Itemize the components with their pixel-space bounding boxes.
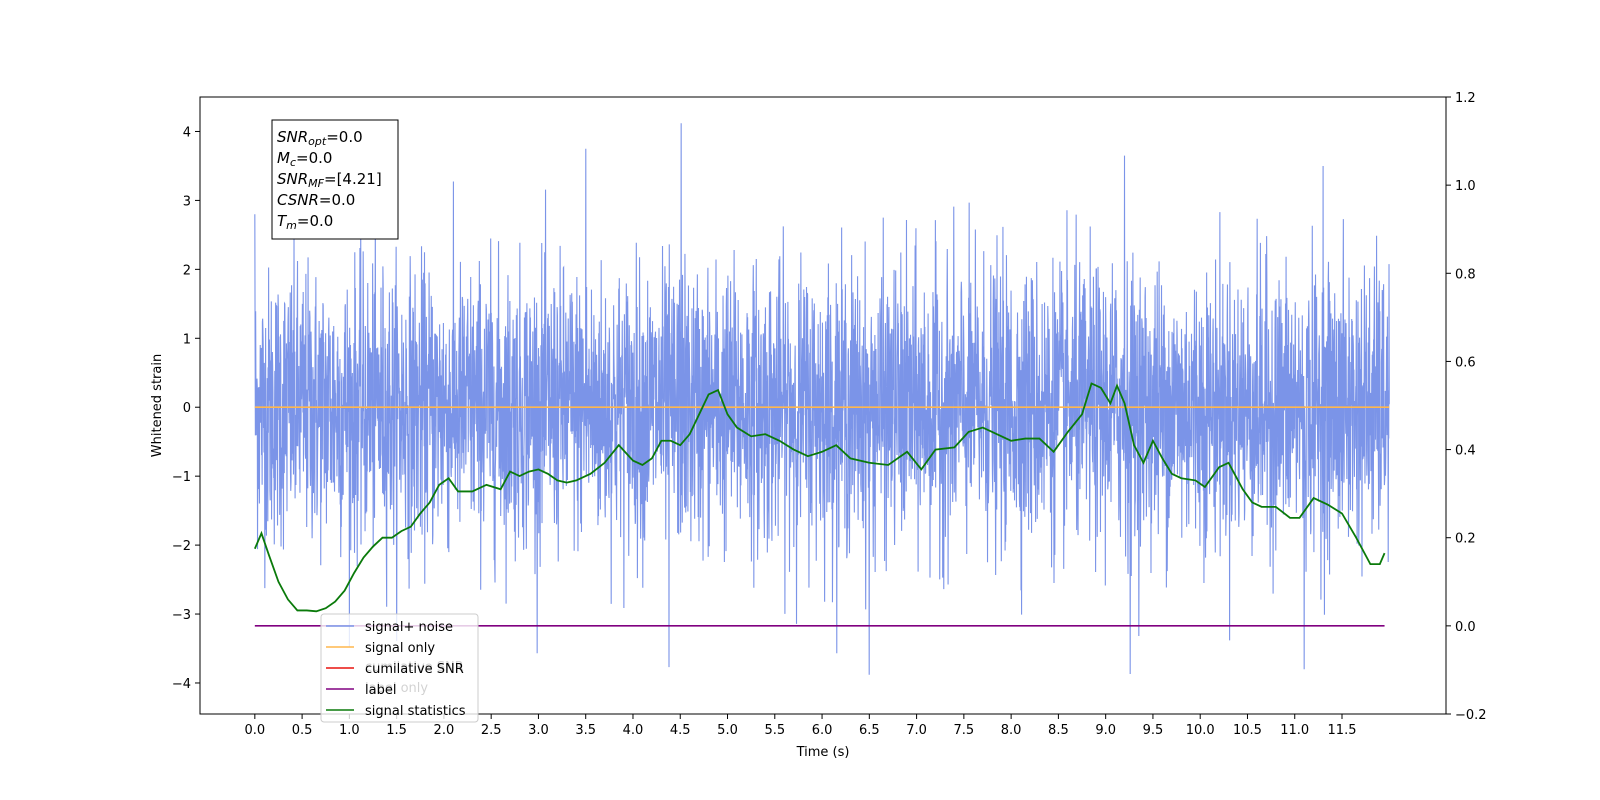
x-tick-label: 6.0 — [812, 723, 833, 738]
y2-tick-label: 0.8 — [1455, 267, 1476, 282]
x-tick-label: 6.5 — [859, 723, 880, 738]
y-tick-label: 3 — [183, 194, 191, 209]
legend: cumilative SNR label only signal+ noise sig… — [320, 613, 479, 723]
x-tick-label: 10.5 — [1233, 723, 1262, 738]
signal-noise-layer — [254, 123, 1390, 675]
y-tick-label: 4 — [183, 125, 191, 140]
x-tick-label: 9.5 — [1143, 723, 1164, 738]
series-line-signal-statistics — [254, 382, 1386, 613]
annotation-line: SNRopt=0.0 — [277, 128, 363, 148]
y-tick-label: −4 — [172, 677, 191, 692]
y2-tick-label: 0.2 — [1455, 532, 1476, 547]
x-tick-label: 8.0 — [1001, 723, 1022, 738]
legend-frame — [320, 613, 479, 723]
x-tick-label: 11.5 — [1328, 723, 1357, 738]
x-tick-label: 5.5 — [764, 723, 785, 738]
x-tick-label: 9.0 — [1095, 723, 1116, 738]
annotation-line: SNRMF=[4.21] — [277, 170, 382, 190]
y2-tick-label: 0.6 — [1455, 355, 1476, 370]
x-tick-label: 5.0 — [717, 723, 738, 738]
x-tick-label: 7.0 — [906, 723, 927, 738]
legend-label-label: label — [365, 683, 396, 698]
legend-label-signal-only: signal only — [365, 641, 435, 656]
x-tick-label: 3.5 — [575, 723, 596, 738]
y-tick-label: −2 — [172, 539, 191, 554]
series-line-signal-noise — [254, 123, 1390, 675]
y2-tick-label: 0.4 — [1455, 444, 1476, 459]
legend-overlap-text: cumilative SNR — [365, 660, 464, 675]
x-tick-label: 8.5 — [1048, 723, 1069, 738]
x-tick-label: 10.0 — [1186, 723, 1215, 738]
y-axis-label: Whitened strain — [150, 354, 165, 457]
x-tick-label: 11.0 — [1280, 723, 1309, 738]
y2-tick-label: 1.0 — [1455, 179, 1476, 194]
y2-tick-label: 1.2 — [1455, 91, 1476, 106]
annotation-line: Tm=0.0 — [277, 212, 333, 232]
y2-tick-label: 0.0 — [1455, 620, 1476, 635]
y-tick-label: −1 — [172, 470, 191, 485]
legend-label-signal-statistics: signal statistics — [365, 704, 466, 719]
x-axis-label: Time (s) — [796, 745, 850, 760]
annotation-line: CSNR=0.0 — [277, 191, 355, 209]
x-tick-label: 3.0 — [528, 723, 549, 738]
y2-tick-label: −0.2 — [1455, 708, 1487, 723]
x-tick-label: 4.0 — [623, 723, 644, 738]
x-tick-label: 7.5 — [954, 723, 975, 738]
x-tick-label: 0.0 — [244, 723, 265, 738]
legend-label-signal-noise: signal+ noise — [365, 620, 453, 635]
annotation-frame — [271, 119, 399, 240]
y-tick-label: 1 — [183, 332, 191, 347]
x-tick-label: 2.0 — [434, 723, 455, 738]
y-tick-label: −3 — [172, 608, 191, 623]
x-tick-label: 1.5 — [386, 723, 407, 738]
annotation-line: Mc=0.0 — [277, 149, 332, 169]
x-tick-label: 4.5 — [670, 723, 691, 738]
y-tick-label: 2 — [183, 263, 191, 278]
y-tick-label: 0 — [183, 401, 191, 416]
x-tick-label: 0.5 — [292, 723, 313, 738]
legend-overlap-text: label only — [365, 681, 428, 696]
x-tick-label: 1.0 — [339, 723, 360, 738]
axes-layer: 0.0 0.5 1.0 1.5 2.0 2.5 3.0 3.5 4.0 4.5 5.0 5.5 6.0 6… — [150, 91, 1487, 760]
plot-frame — [199, 96, 1447, 715]
x-tick-label: 2.5 — [481, 723, 502, 738]
legend-label-cumilative-snr: cumilative SNR — [365, 662, 464, 677]
